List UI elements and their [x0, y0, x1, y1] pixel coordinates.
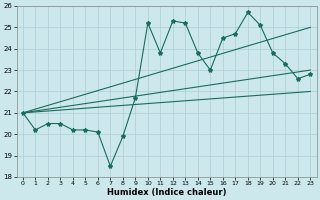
- X-axis label: Humidex (Indice chaleur): Humidex (Indice chaleur): [107, 188, 226, 197]
